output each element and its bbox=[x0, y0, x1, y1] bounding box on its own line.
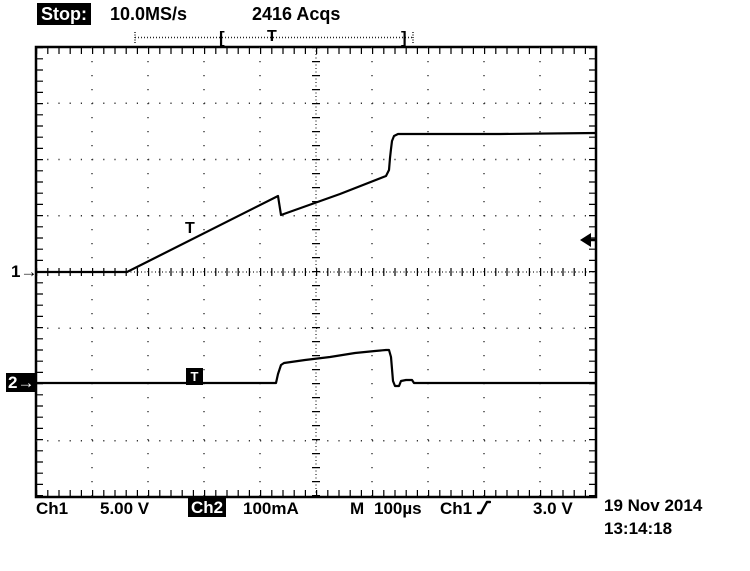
ch2-label: Ch2 bbox=[188, 498, 227, 517]
trace-ch2 bbox=[35, 348, 598, 388]
trigger-source: Ch1 bbox=[440, 499, 473, 518]
date-display: 19 Nov 2014 bbox=[604, 496, 703, 515]
ch2-trigger-point-marker: T bbox=[186, 368, 203, 385]
trace-ch1 bbox=[35, 131, 598, 274]
record-window-right-bracket: ] bbox=[401, 28, 407, 47]
acquisition-count: 2416 Acqs bbox=[252, 4, 341, 24]
record-trigger-position-marker: T bbox=[267, 28, 277, 45]
record-view-bar bbox=[134, 32, 414, 43]
rising-edge-slope-icon bbox=[477, 500, 491, 515]
ch2-scale: 100mA bbox=[243, 499, 299, 518]
ch1-label: Ch1 bbox=[36, 499, 69, 518]
ch2-ground-marker: 2→ bbox=[6, 373, 37, 392]
sample-rate: 10.0MS/s bbox=[110, 4, 188, 24]
ch1-scale: 5.00 V bbox=[100, 499, 150, 518]
trigger-level: 3.0 V bbox=[533, 499, 573, 518]
ch1-ground-marker: 1→ bbox=[11, 262, 38, 281]
timebase-label: M bbox=[350, 499, 365, 518]
time-display: 13:14:18 bbox=[604, 519, 673, 538]
acquisition-status: Stop: bbox=[37, 3, 91, 25]
trigger-level-arrow-icon bbox=[580, 233, 596, 247]
timebase-value: 100µs bbox=[374, 499, 422, 518]
ch1-trigger-point-marker: T bbox=[185, 220, 195, 237]
record-window-left-bracket: [ bbox=[219, 28, 225, 47]
